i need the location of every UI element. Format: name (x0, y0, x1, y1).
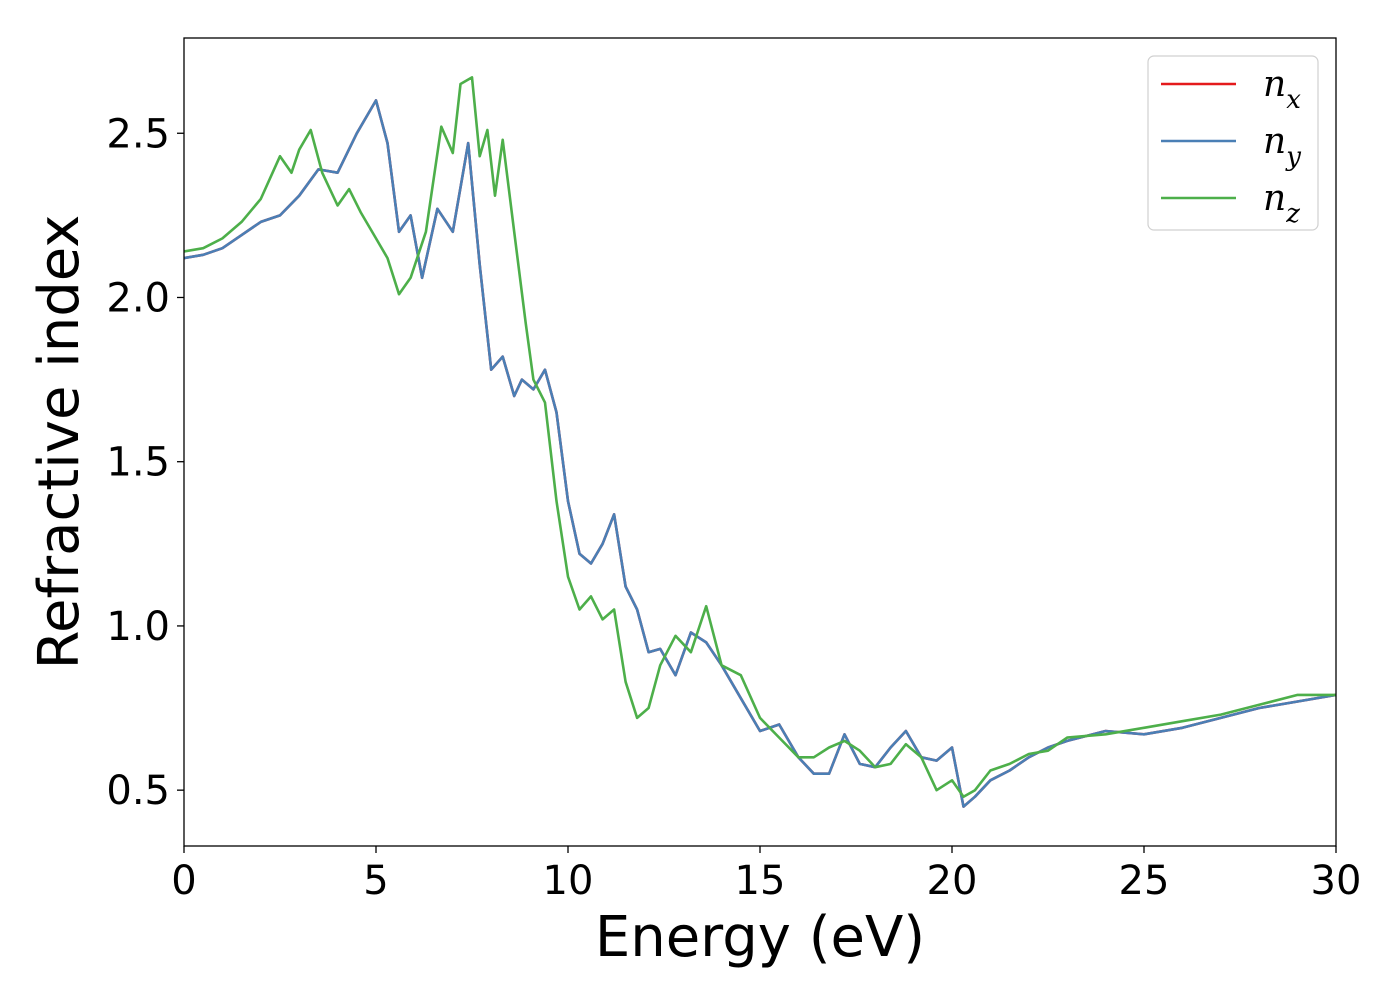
series-layer (184, 76, 1336, 808)
x-tick-label: 25 (1119, 858, 1170, 904)
legend-label-x: nx (1263, 64, 1301, 115)
y-tick-label: 1.5 (106, 440, 170, 486)
y-axis-label: Refractive index (27, 215, 92, 670)
legend-label-base: n (1263, 178, 1286, 219)
legend-label-z: nz (1263, 178, 1300, 229)
x-axis-label: Energy (eV) (595, 905, 925, 970)
x-tick-label: 30 (1311, 858, 1362, 904)
ticks-layer: 0 5 10 15 20 25 30 0.5 1.0 1.5 2.0 2.5 (106, 111, 1361, 904)
y-tick-label: 2.5 (106, 111, 170, 157)
legend-label-y: ny (1263, 121, 1301, 172)
legend-label-sub: z (1285, 199, 1300, 229)
y-tick-label: 2.0 (106, 275, 170, 321)
y-tick-label: 0.5 (106, 768, 170, 814)
x-tick-label: 0 (171, 858, 196, 904)
legend-label-base: n (1263, 121, 1286, 162)
legend-label-sub: y (1285, 142, 1301, 172)
y-tick-label: 1.0 (106, 604, 170, 650)
x-tick-label: 20 (927, 858, 978, 904)
x-tick-label: 15 (735, 858, 786, 904)
x-tick-label: 5 (363, 858, 388, 904)
series-line-z (184, 76, 1336, 799)
x-tick-label: 10 (543, 858, 594, 904)
legend-box (1147, 55, 1319, 231)
legend-label-base: n (1263, 64, 1286, 105)
series-line-y (184, 99, 1336, 808)
legend-label-sub: x (1286, 85, 1301, 115)
